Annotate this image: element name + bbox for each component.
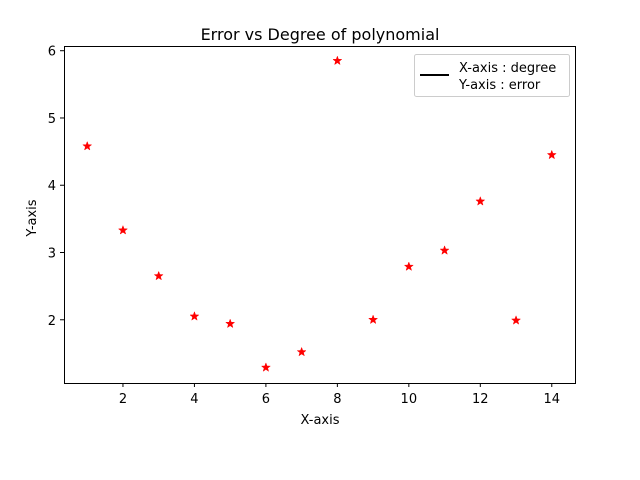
y-tick-label: 2 <box>48 314 56 329</box>
y-axis-label: Y-axis <box>25 199 40 237</box>
legend-box <box>414 54 570 97</box>
y-tick-label: 6 <box>48 45 56 60</box>
data-point <box>189 311 200 321</box>
y-tick-label: 3 <box>48 247 56 262</box>
data-point <box>510 315 522 325</box>
x-tick-label: 14 <box>543 392 560 407</box>
data-point <box>403 261 414 271</box>
data-point <box>296 346 307 357</box>
data-point <box>153 270 164 281</box>
x-tick-label: 12 <box>472 392 489 407</box>
x-tick-label: 10 <box>401 392 418 407</box>
data-point <box>546 149 557 160</box>
data-point <box>439 245 450 255</box>
plot-area <box>64 46 576 384</box>
x-tick-label: 6 <box>262 392 270 407</box>
x-tick-label: 2 <box>119 392 127 407</box>
data-point <box>368 314 379 325</box>
legend: X-axis : degree Y-axis : error <box>414 54 570 97</box>
data-point <box>225 318 236 329</box>
x-tick-label: 8 <box>333 392 341 407</box>
data-point <box>475 196 486 206</box>
data-point <box>332 55 343 66</box>
data-point <box>82 140 93 151</box>
x-axis-ticks: 2 4 6 8 10 12 14 <box>119 383 560 407</box>
legend-entry-degree: X-axis : degree <box>459 61 556 76</box>
y-tick-label: 4 <box>48 179 56 194</box>
x-tick-label: 4 <box>190 392 198 407</box>
data-point <box>117 224 129 235</box>
y-tick-label: 5 <box>48 112 56 127</box>
legend-entry-error: Y-axis : error <box>458 78 541 93</box>
data-point <box>260 362 271 372</box>
chart-title: Error vs Degree of polynomial <box>201 25 440 44</box>
y-axis-ticks: 2 3 4 5 6 <box>48 45 64 329</box>
data-points <box>82 55 557 372</box>
x-axis-label: X-axis <box>301 413 340 428</box>
